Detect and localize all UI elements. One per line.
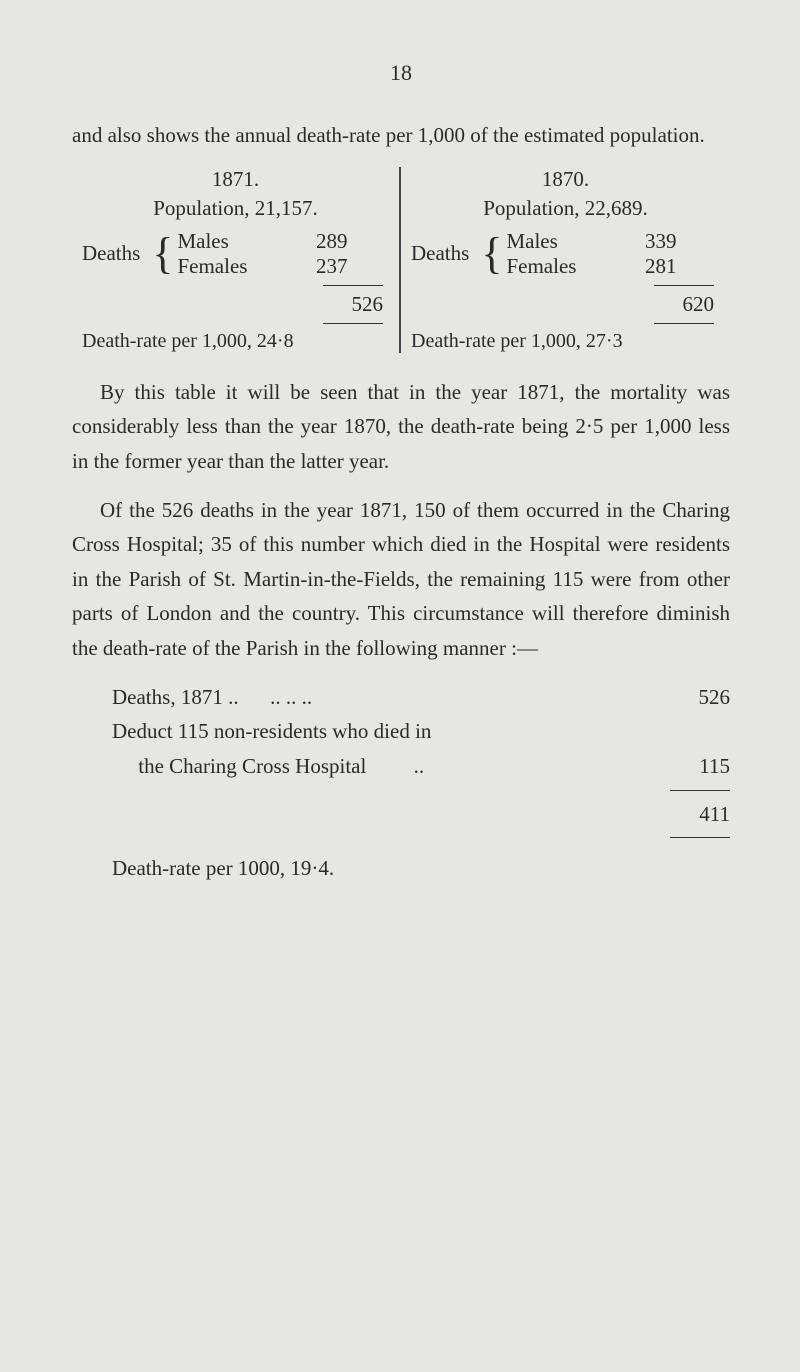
rule [670, 790, 730, 791]
males-value: 339 [645, 229, 677, 254]
intro-paragraph: and also shows the annual death-rate per… [72, 118, 730, 153]
stats-table: 1871. Population, 21,157. Deaths { Males… [72, 167, 730, 353]
deaths-label: Deaths [82, 241, 140, 266]
dots: .. [414, 754, 425, 778]
deaths-row-1870: Deaths { Males 339 Females 281 [411, 229, 720, 279]
males-label: Males [177, 229, 228, 254]
net-total: 411 [660, 797, 730, 832]
calculation-block: Deaths, 1871 .. .. .. .. 526 Deduct 115 … [112, 680, 730, 839]
brace-icon: { [481, 232, 502, 276]
rate-1871: Death-rate per 1,000, 24·8 [82, 330, 389, 353]
total-1871: 526 [352, 292, 384, 317]
rule [670, 837, 730, 838]
deduct-line-1: Deduct 115 non-residents who died in [112, 714, 431, 749]
females-label: Females [177, 254, 247, 279]
final-death-rate: Death-rate per 1000, 19·4. [112, 856, 730, 881]
rule [323, 323, 383, 324]
rule [654, 285, 714, 286]
dots: .. .. .. [270, 685, 312, 709]
females-value: 237 [316, 254, 348, 279]
year-1870: 1870. [411, 167, 720, 192]
paragraph-2: By this table it will be seen that in th… [72, 375, 730, 479]
brace-icon: { [152, 232, 173, 276]
deduct-line-2: the Charing Cross Hospital [138, 754, 366, 778]
males-value: 289 [316, 229, 348, 254]
year-1871: 1871. [82, 167, 389, 192]
col-1870: 1870. Population, 22,689. Deaths { Males… [401, 167, 730, 353]
population-1871: Population, 21,157. [82, 196, 389, 221]
females-value: 281 [645, 254, 677, 279]
deaths-row-1871: Deaths { Males 289 Females 237 [82, 229, 389, 279]
paragraph-3: Of the 526 deaths in the year 1871, 150 … [72, 493, 730, 666]
males-label: Males [506, 229, 557, 254]
deaths-label: Deaths [411, 241, 469, 266]
total-1870: 620 [683, 292, 715, 317]
deduct-value: 115 [660, 749, 730, 784]
col-1871: 1871. Population, 21,157. Deaths { Males… [72, 167, 401, 353]
page-number: 18 [72, 60, 730, 86]
rate-1870: Death-rate per 1,000, 27·3 [411, 330, 720, 353]
deaths-1871-label: Deaths, 1871 .. [112, 685, 239, 709]
females-label: Females [506, 254, 576, 279]
deaths-1871-value: 526 [660, 680, 730, 715]
population-1870: Population, 22,689. [411, 196, 720, 221]
rule [654, 323, 714, 324]
rule [323, 285, 383, 286]
